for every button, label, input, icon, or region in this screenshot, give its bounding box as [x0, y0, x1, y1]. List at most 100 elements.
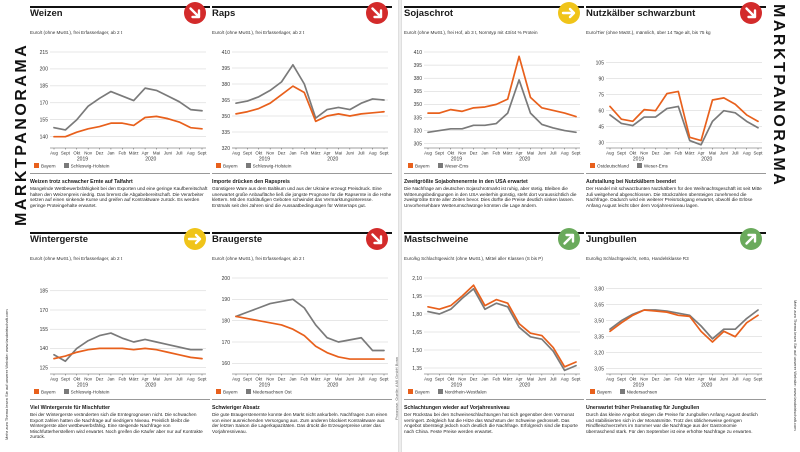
panel-top-rule: [586, 6, 766, 8]
x-tick-label: Juli: [358, 151, 365, 156]
x-tick-label: Jan: [107, 151, 115, 156]
x-tick-label: März: [311, 151, 321, 156]
x-tick-label: Aug: [743, 151, 751, 156]
trend-arrow-icon: [366, 228, 388, 250]
y-tick-label: 3,80: [594, 286, 604, 292]
x-tick-label: Feb: [675, 151, 683, 156]
panel-top-rule: [586, 232, 766, 234]
y-tick-label: 60: [598, 108, 604, 114]
x-tick-label: März: [503, 377, 513, 382]
x-tick-label: Juli: [732, 377, 739, 382]
y-tick-label: 1,35: [412, 366, 422, 372]
line-chart: 3,05 3,20 3,35 3,50 3,65 3,80 Aug Sept Okt Nov Dez…: [586, 270, 766, 390]
chart-legend: Bayern Schleswig-Holstein: [216, 163, 291, 169]
x-tick-label: Nov: [266, 151, 275, 156]
series-line-bayern: [609, 309, 759, 343]
x-tick-label: Aug: [50, 151, 58, 156]
x-tick-label: Juni: [720, 151, 728, 156]
legend-swatch: [636, 163, 642, 168]
panel-raps: Raps Euro/t (ohne MwSt.), frei Erfasserla…: [212, 0, 392, 225]
x-tick-label: Feb: [675, 377, 683, 382]
y-tick-label: 2,10: [412, 276, 422, 282]
x-tick-label: Juli: [358, 377, 365, 382]
y-tick-label: 410: [414, 50, 423, 56]
x-tick-label: Nov: [640, 377, 649, 382]
trend-arrow-icon: [184, 2, 206, 24]
series-line-bayern: [427, 284, 577, 368]
report-body: Die Nachfrage am deutschen Sojaschrotmar…: [404, 186, 577, 208]
panel-unit-label: Euro/kg Schlachtgewicht, netto, Handelsk…: [586, 256, 689, 261]
y-tick-label: 1,80: [412, 312, 422, 318]
panel-wintergerste: Wintergerste Euro/t (ohne MwSt.), frei Er…: [30, 226, 210, 451]
y-tick-label: 140: [40, 135, 49, 141]
panel-top-rule: [212, 232, 392, 234]
legend-label: Bayern: [41, 163, 56, 169]
right-section-title: MARKTPANORAMA: [770, 4, 787, 188]
x-tick-label: Mai: [709, 151, 716, 156]
x-tick-label: Apr: [698, 377, 705, 382]
x-tick-label: Sept: [243, 377, 253, 382]
x-tick-label: Okt: [447, 377, 455, 382]
year-label: 2020: [701, 383, 712, 389]
y-tick-label: 3,20: [594, 350, 604, 356]
year-label: 2019: [451, 383, 462, 389]
legend-swatch: [34, 163, 39, 168]
x-tick-label: Dez: [96, 377, 104, 382]
y-tick-label: 185: [40, 84, 49, 90]
y-tick-label: 3,05: [594, 366, 604, 372]
y-tick-label: 75: [598, 92, 604, 98]
legend-item: Schleswig-Holstein: [245, 163, 291, 169]
y-tick-label: 200: [222, 276, 231, 282]
book-gutter: [398, 0, 402, 452]
legend-swatch: [245, 389, 251, 394]
x-tick-label: Okt: [255, 151, 263, 156]
panel-unit-label: Euro/t (ohne MwSt.), frei Erfasserlager,…: [212, 256, 305, 261]
x-tick-label: Jan: [663, 377, 671, 382]
legend-swatch: [245, 163, 251, 168]
x-tick-label: Okt: [255, 377, 263, 382]
line-chart: 140 155 170 185 200 215 Aug Sept Okt Nov Dez Jan Feb…: [30, 44, 210, 164]
x-tick-label: Juli: [732, 151, 739, 156]
trend-arrow-icon: [558, 2, 580, 24]
y-tick-label: 3,35: [594, 334, 604, 340]
y-tick-label: 365: [222, 98, 231, 104]
report-body: Günstigere Ware aus dem Baltikum und aus…: [212, 186, 392, 208]
chart-legend: Bayern Nordrhein-Westfalen: [408, 389, 487, 395]
legend-label: Bayern: [223, 163, 238, 169]
year-label: 2020: [327, 383, 338, 389]
y-tick-label: 125: [40, 365, 49, 371]
y-tick-label: 350: [414, 102, 423, 108]
y-tick-label: 320: [414, 128, 423, 134]
x-tick-label: Juni: [346, 151, 354, 156]
y-tick-label: 90: [598, 76, 604, 82]
y-tick-label: 170: [40, 101, 49, 107]
x-tick-label: Juni: [164, 151, 172, 156]
line-chart: 305 320 335 350 365 380 395 410 Aug Sept Okt Nov Dez…: [404, 44, 584, 164]
panel-divider: [30, 173, 210, 174]
panel-top-rule: [404, 6, 584, 8]
trend-arrow-icon: [740, 228, 762, 250]
panel-unit-label: Euro/t (ohne MwSt.), frei Erfasserlager,…: [212, 30, 305, 35]
x-tick-label: Sept: [435, 377, 445, 382]
report-headline: Unerwartet früher Preisanstieg für Jungb…: [586, 405, 700, 411]
panel-divider: [404, 399, 584, 400]
series-line-weser-ems: [427, 79, 577, 134]
report-headline: Schwieriger Absatz: [212, 405, 260, 411]
x-tick-label: Aug: [187, 151, 195, 156]
report-body: Durch das kleine Angebot stiegen die Pre…: [586, 412, 758, 434]
x-tick-label: Aug: [424, 377, 432, 382]
y-tick-label: 160: [222, 361, 231, 367]
panel-divider: [30, 399, 210, 400]
x-tick-label: Feb: [493, 151, 501, 156]
x-tick-label: Aug: [743, 377, 751, 382]
y-tick-label: 170: [222, 340, 231, 346]
year-label: 2019: [77, 383, 88, 389]
y-tick-label: 140: [40, 346, 49, 352]
year-label: 2019: [259, 383, 270, 389]
x-tick-label: Juni: [538, 377, 546, 382]
x-tick-label: März: [311, 377, 321, 382]
panel-divider: [586, 173, 766, 174]
y-tick-label: 45: [598, 124, 604, 130]
x-tick-label: Apr: [142, 151, 149, 156]
